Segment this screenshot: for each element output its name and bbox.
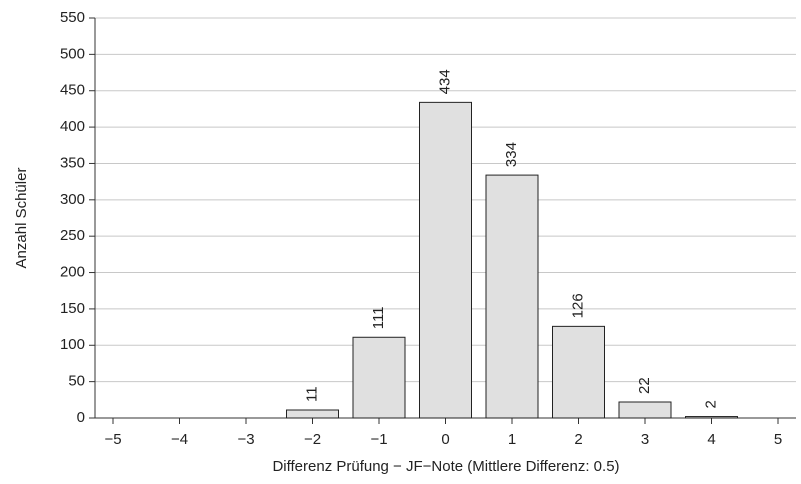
y-tick-label: 150: [60, 300, 85, 317]
value-label: 111: [370, 306, 387, 329]
y-tick-label: 300: [60, 191, 85, 208]
x-tick-label: −4: [171, 431, 188, 448]
y-tick-label: 100: [60, 336, 85, 353]
x-axis-title: Differenz Prüfung − JF−Note (Mittlere Di…: [272, 458, 619, 475]
value-label: 22: [636, 377, 653, 394]
x-tick-label: 0: [441, 431, 449, 448]
y-tick-label: 400: [60, 118, 85, 135]
x-tick-label: −2: [304, 431, 321, 448]
y-tick-label: 250: [60, 227, 85, 244]
y-tick-label: 350: [60, 154, 85, 171]
y-tick-label: 550: [60, 9, 85, 26]
bar: [552, 325, 605, 419]
x-tick-label: −1: [370, 431, 387, 448]
x-tick-label: 2: [574, 431, 582, 448]
value-label: 334: [503, 142, 520, 167]
x-tick-label: 1: [508, 431, 516, 448]
y-tick-label: 0: [77, 409, 85, 426]
x-tick-label: 3: [641, 431, 649, 448]
bar: [485, 174, 539, 419]
bar: [618, 401, 672, 419]
value-label: 11: [303, 386, 320, 402]
value-label: 126: [569, 293, 586, 318]
value-label: 2: [702, 400, 719, 408]
bar: [286, 409, 339, 419]
y-tick-label: 450: [60, 82, 85, 99]
bar: [352, 336, 406, 419]
y-tick-label: 50: [68, 373, 85, 390]
bar: [685, 416, 738, 419]
x-tick-label: 4: [707, 431, 715, 448]
x-tick-label: −3: [237, 431, 254, 448]
y-tick-label: 200: [60, 264, 85, 281]
value-label: 434: [436, 69, 453, 94]
y-tick-label: 500: [60, 45, 85, 62]
y-axis-title: Anzahl Schüler: [13, 168, 30, 269]
bar: [419, 101, 472, 419]
x-tick-label: −5: [104, 431, 121, 448]
x-tick-label: 5: [774, 431, 782, 448]
